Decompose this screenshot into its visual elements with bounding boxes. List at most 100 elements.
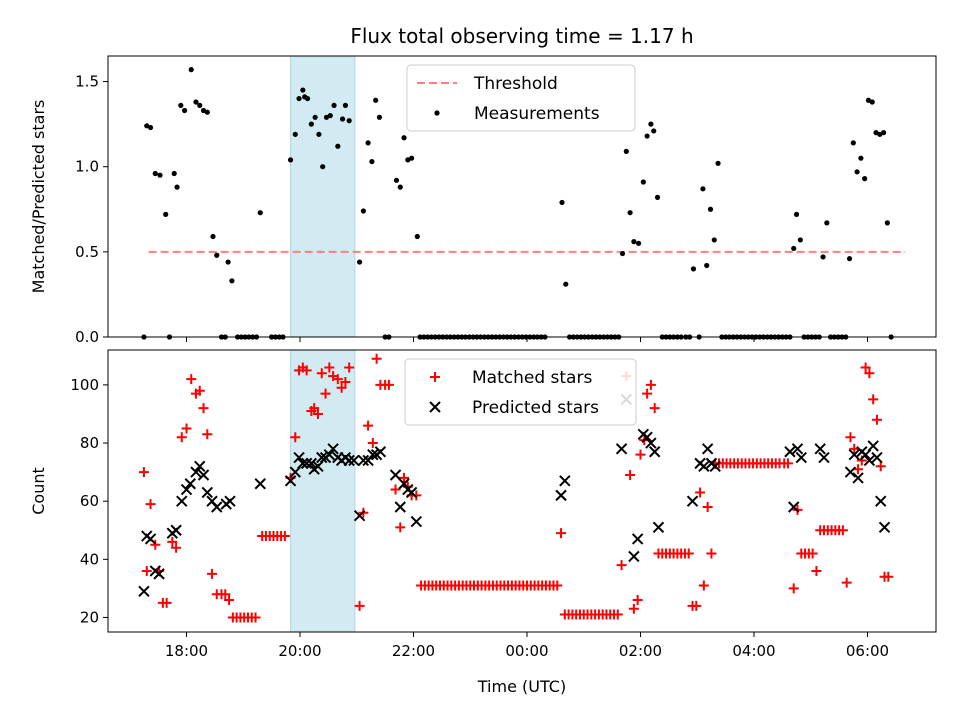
data-point: [296, 95, 302, 102]
data-point: [702, 501, 713, 512]
data-point: [405, 486, 418, 499]
data-point: [793, 211, 800, 217]
data-point: [852, 472, 864, 484]
data-point: [704, 262, 710, 269]
series-matched-stars: [138, 353, 894, 623]
data-point: [556, 528, 567, 539]
legend-label: Matched stars: [472, 368, 592, 388]
data-point: [884, 220, 890, 226]
data-point: [161, 597, 172, 608]
data-point: [862, 176, 868, 182]
legend: Matched stars Predicted stars: [404, 358, 637, 426]
data-point: [860, 362, 871, 373]
data-point: [147, 124, 154, 131]
legend-measurements-swatch: [434, 110, 440, 116]
data-point: [186, 374, 197, 385]
data-point: [795, 451, 807, 464]
data-point: [342, 102, 348, 108]
data-point: [698, 580, 709, 591]
data-point: [791, 245, 797, 252]
data-point: [152, 170, 158, 177]
x-tick-label: 06:00: [846, 642, 889, 660]
legend-predicted-swatch: [429, 401, 441, 413]
data-point: [625, 470, 636, 481]
data-point: [864, 368, 875, 379]
data-point: [284, 475, 297, 487]
data-point: [320, 388, 331, 399]
data-point: [814, 443, 826, 455]
data-point: [181, 423, 192, 434]
data-point: [141, 565, 152, 576]
data-point: [845, 432, 856, 443]
observing-interval-shade: [290, 349, 356, 633]
data-point: [167, 536, 178, 547]
data-point: [297, 457, 309, 470]
data-point: [636, 240, 642, 246]
data-point: [648, 121, 654, 127]
legend-box: [406, 64, 636, 132]
data-point: [858, 155, 864, 161]
data-point: [170, 524, 182, 536]
data-point: [706, 548, 717, 559]
data-point: [174, 184, 180, 190]
data-point: [225, 259, 231, 265]
data-point: [171, 170, 177, 177]
data-point: [339, 116, 346, 122]
data-point: [410, 515, 423, 528]
data-point: [346, 118, 352, 124]
data-point: [615, 443, 628, 455]
data-point: [841, 577, 852, 588]
data-point: [563, 281, 569, 287]
data-point: [309, 403, 320, 414]
data-point: [254, 478, 266, 490]
data-point: [312, 408, 323, 419]
data-point: [654, 194, 661, 200]
data-point: [184, 478, 196, 490]
data-point: [360, 208, 366, 214]
data-point: [371, 353, 382, 364]
data-point: [797, 237, 803, 243]
data-point: [686, 495, 699, 507]
observing-interval-shade: [290, 55, 356, 338]
data-point: [559, 475, 571, 487]
data-point: [354, 600, 365, 611]
data-point: [791, 443, 804, 455]
data-point: [336, 382, 347, 393]
plot-frame: [107, 55, 937, 338]
data-point: [202, 429, 213, 440]
data-point: [365, 140, 371, 146]
data-point: [323, 448, 336, 461]
data-point: [193, 99, 199, 105]
legend-box: [404, 358, 637, 426]
data-point: [649, 403, 660, 414]
data-point: [374, 446, 387, 458]
data-point: [182, 107, 188, 114]
data-point: [784, 446, 796, 458]
data-point: [709, 460, 721, 472]
data-point: [257, 210, 263, 216]
data-point: [871, 414, 882, 425]
data-point: [393, 177, 400, 183]
y-tick-label: 100: [70, 376, 99, 394]
plot-frame: [107, 349, 937, 633]
data-point: [623, 148, 629, 154]
data-point: [411, 490, 422, 501]
data-point: [211, 501, 223, 513]
data-point: [316, 131, 322, 137]
data-point: [869, 99, 875, 105]
data-point: [376, 114, 383, 120]
data-point: [180, 483, 193, 496]
bottom-panel-star-counts: 20 40 60 80 100 18:00 20:00 22:00 00:00 02:00 04:0…: [29, 349, 937, 696]
data-point: [691, 600, 702, 611]
data-point: [867, 440, 879, 452]
data-point: [304, 95, 311, 102]
data-point: [292, 131, 298, 137]
data-point: [690, 266, 697, 272]
data-point: [641, 431, 653, 443]
data-point: [312, 114, 318, 120]
data-point: [397, 184, 403, 190]
data-point: [344, 362, 355, 373]
data-point: [335, 143, 341, 149]
data-point: [320, 164, 326, 170]
